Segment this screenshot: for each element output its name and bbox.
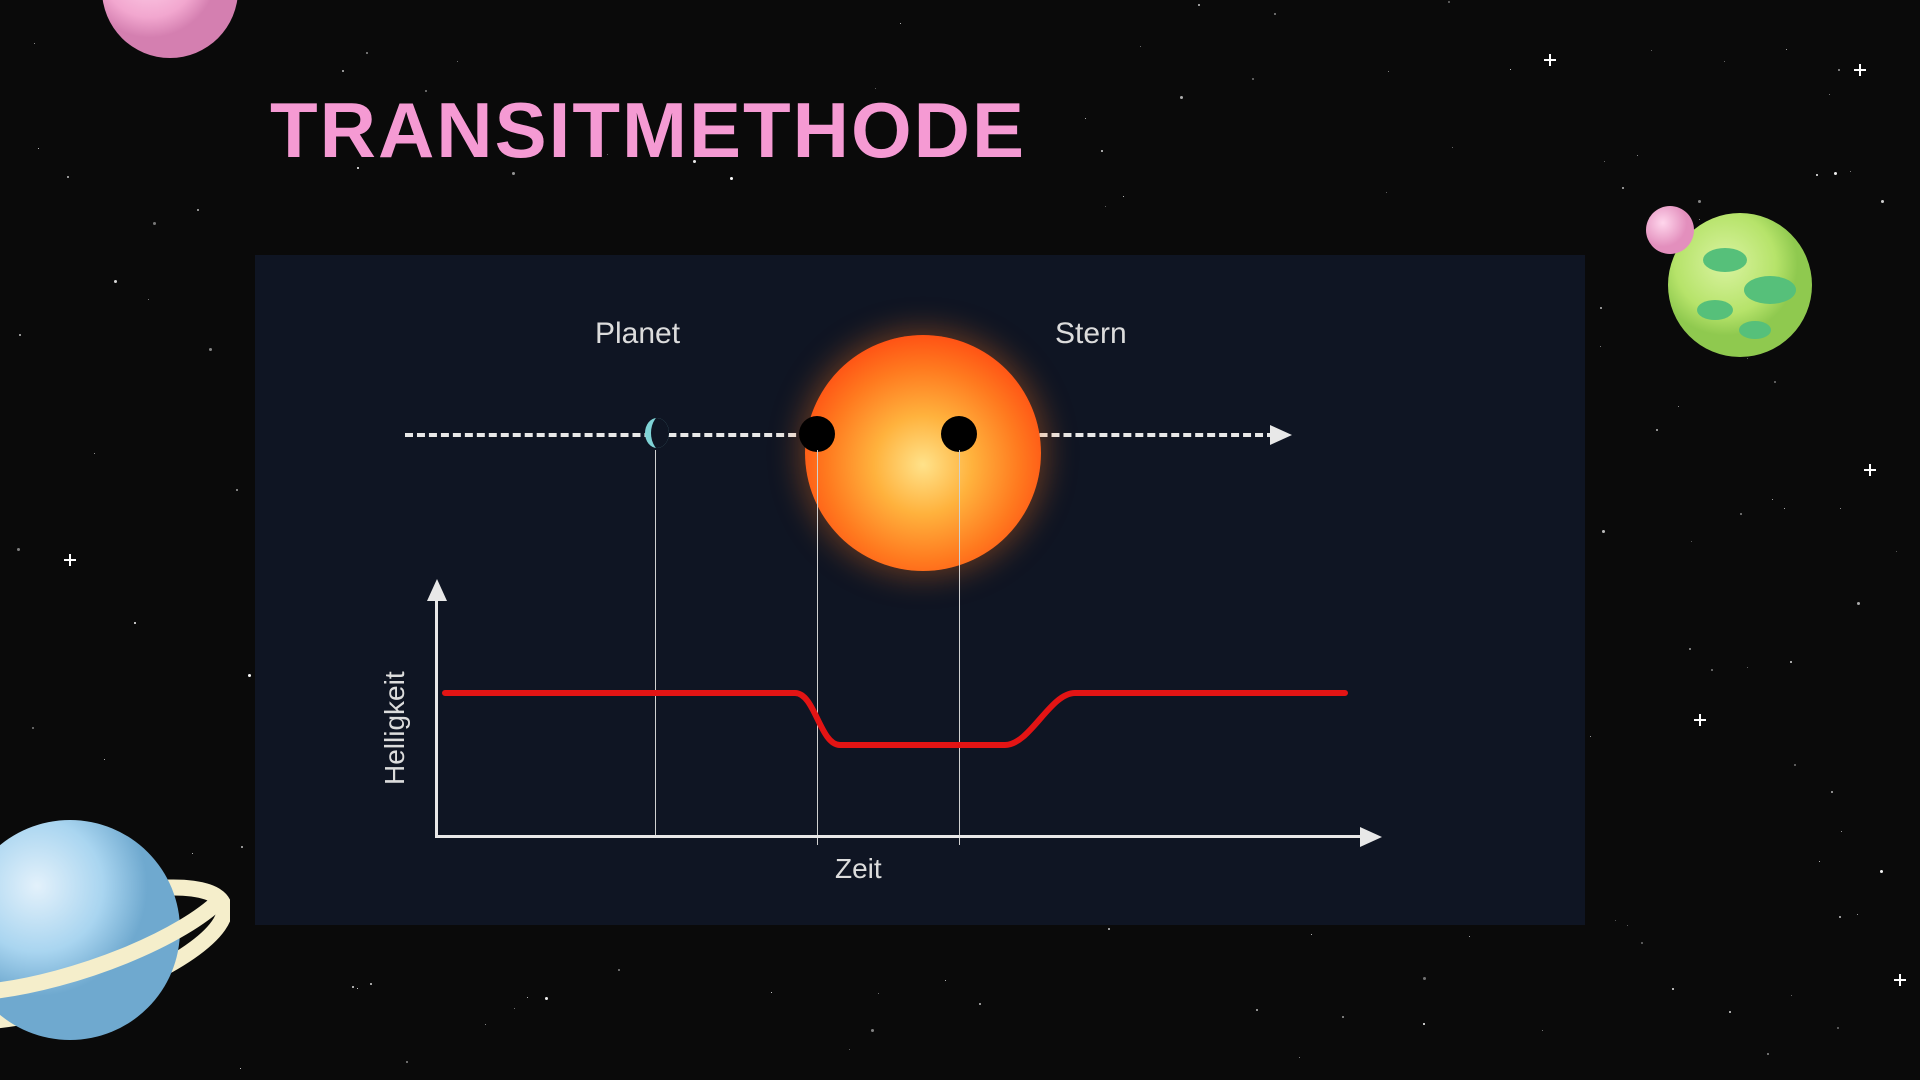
transit-diagram-panel: Planet Stern Helligkeit Zeit — [255, 255, 1585, 925]
planet-label: Planet — [595, 317, 680, 351]
green-planet-decor — [1630, 190, 1820, 385]
orbit-arrow-icon — [1270, 425, 1292, 445]
x-axis-label: Zeit — [835, 853, 882, 885]
blue-ringed-planet-decor — [0, 800, 230, 1080]
planet-in-transit-icon — [941, 416, 977, 452]
pink-planet-decor — [100, 0, 240, 65]
star-body — [805, 335, 1041, 571]
slide-title: TRANSITMETHODE — [270, 85, 1026, 176]
lightcurve-chart: Helligkeit Zeit — [365, 585, 1375, 895]
star-label: Stern — [1055, 317, 1127, 351]
planet-crescent-icon — [645, 418, 669, 448]
planet-at-limb-icon — [799, 416, 835, 452]
transit-illustration: Planet Stern — [255, 255, 1585, 555]
lightcurve-line — [365, 585, 1375, 845]
